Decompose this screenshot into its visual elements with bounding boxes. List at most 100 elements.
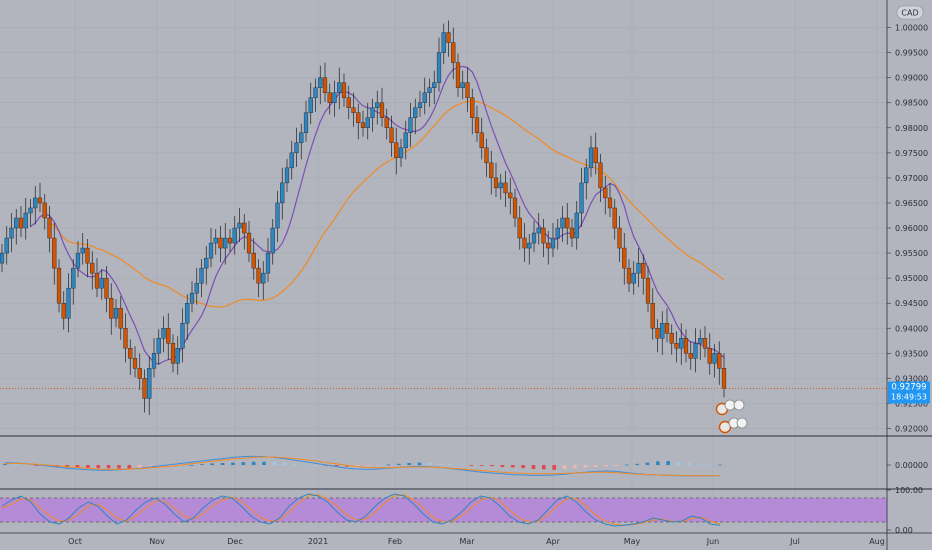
- macd-histogram-bar: [448, 463, 453, 465]
- macd-histogram-bar: [3, 463, 7, 465]
- event-marker-icon[interactable]: [724, 399, 736, 411]
- candle-body: [246, 232, 252, 254]
- event-markers[interactable]: [715, 399, 748, 434]
- macd-histogram-bar: [200, 464, 204, 465]
- rsi-band: [0, 498, 887, 522]
- candle-body: [232, 227, 237, 244]
- candle-body: [512, 197, 518, 219]
- candle-body: [441, 32, 446, 53]
- candle-body: [223, 237, 228, 249]
- price-tick-label: 1.00000: [895, 24, 928, 33]
- time-tick-label: 2021: [308, 537, 328, 546]
- candle-body: [588, 147, 594, 169]
- macd-histogram-bar: [148, 465, 152, 468]
- candle-body: [337, 82, 342, 93]
- candle-body: [631, 272, 636, 284]
- event-marker-icon[interactable]: [736, 417, 748, 429]
- candle-body: [603, 187, 608, 199]
- candle-body: [408, 117, 413, 133]
- candle-body: [90, 262, 95, 274]
- candle-body: [322, 77, 328, 93]
- time-tick-label: Jun: [706, 537, 720, 546]
- candle-body: [622, 247, 627, 269]
- candle-body: [218, 237, 223, 249]
- candle-body: [688, 353, 693, 359]
- macd-histogram-bar: [656, 461, 660, 465]
- price-tick-label: 0.98500: [895, 99, 928, 108]
- candle-body: [375, 102, 380, 108]
- candle-body: [23, 212, 28, 229]
- macd-histogram-bar: [614, 465, 619, 467]
- candle-body: [365, 117, 370, 128]
- price-tick-label: 0.94500: [895, 299, 928, 308]
- candle-body: [660, 323, 665, 339]
- time-tick-label: Jul: [789, 537, 800, 546]
- candle-body: [712, 353, 717, 364]
- candle-body: [9, 227, 14, 239]
- candle-body: [389, 127, 394, 144]
- candle-body: [460, 82, 465, 88]
- candle-body: [474, 117, 480, 133]
- macd-histogram-bar: [573, 465, 577, 469]
- price-axis[interactable]: 1.00000 0.99500 0.99000 0.98500 0.98000 0.975…: [886, 0, 928, 550]
- candle-body: [422, 92, 427, 103]
- candle-body: [151, 353, 157, 369]
- price-tick-label: 0.98000: [895, 124, 928, 133]
- candle-body: [427, 87, 432, 93]
- candle-body: [208, 242, 214, 259]
- event-marker-icon[interactable]: [733, 399, 745, 411]
- macd-histogram-bar: [137, 465, 142, 469]
- stoch-rsi-pane: [0, 493, 887, 527]
- macd-pane: [3, 455, 722, 477]
- candle-body: [109, 297, 114, 319]
- rsi-tick-label: 100.00: [895, 486, 923, 495]
- macd-tick-label: 0.00000: [895, 461, 928, 470]
- candle-body: [332, 92, 337, 103]
- candle-body: [237, 222, 242, 229]
- candle-body: [650, 302, 655, 329]
- macd-histogram-bar: [127, 465, 132, 469]
- candle-body: [565, 217, 570, 229]
- macd-histogram-bar: [293, 463, 297, 465]
- candle-body: [436, 52, 442, 83]
- candle-body: [318, 77, 323, 88]
- candle-body: [14, 217, 19, 229]
- time-tick-label: Aug: [869, 537, 885, 546]
- candle-body: [85, 247, 90, 264]
- macd-histogram-bar: [635, 463, 639, 465]
- price-tick-label: 0.92500: [895, 399, 928, 408]
- candle-body: [617, 227, 622, 249]
- macd-histogram-bar: [386, 464, 391, 466]
- candle-body: [384, 117, 389, 128]
- candle-body: [560, 217, 565, 229]
- macd-histogram-bar: [645, 462, 650, 465]
- candle-body: [71, 267, 76, 289]
- candle-body: [489, 162, 494, 179]
- time-tick-label: May: [624, 537, 641, 546]
- candle-body: [417, 102, 423, 108]
- macd-histogram-bar: [220, 463, 225, 465]
- candle-body: [175, 348, 180, 364]
- candle-body: [275, 202, 280, 229]
- time-tick-label: Oct: [68, 537, 82, 546]
- time-axis[interactable]: Oct Nov Dec 2021 Feb Mar Apr May Jun Jul Aug: [0, 532, 932, 546]
- candle-body: [693, 343, 698, 359]
- candle-body: [484, 147, 489, 164]
- currency-badge[interactable]: CAD: [896, 5, 924, 20]
- candle-body: [470, 97, 475, 118]
- candle-body: [598, 162, 603, 189]
- candle-body: [75, 252, 81, 269]
- candle-body: [113, 308, 119, 319]
- candle-body: [137, 368, 142, 379]
- candle-body: [479, 132, 484, 149]
- candle-body: [204, 257, 209, 269]
- macd-histogram-bar: [86, 465, 90, 469]
- candle-body: [584, 167, 589, 184]
- candle-body: [679, 338, 684, 349]
- macd-histogram-bar: [396, 463, 401, 465]
- candle-body: [360, 122, 366, 128]
- candle-body: [493, 177, 499, 189]
- candle-body: [655, 328, 660, 339]
